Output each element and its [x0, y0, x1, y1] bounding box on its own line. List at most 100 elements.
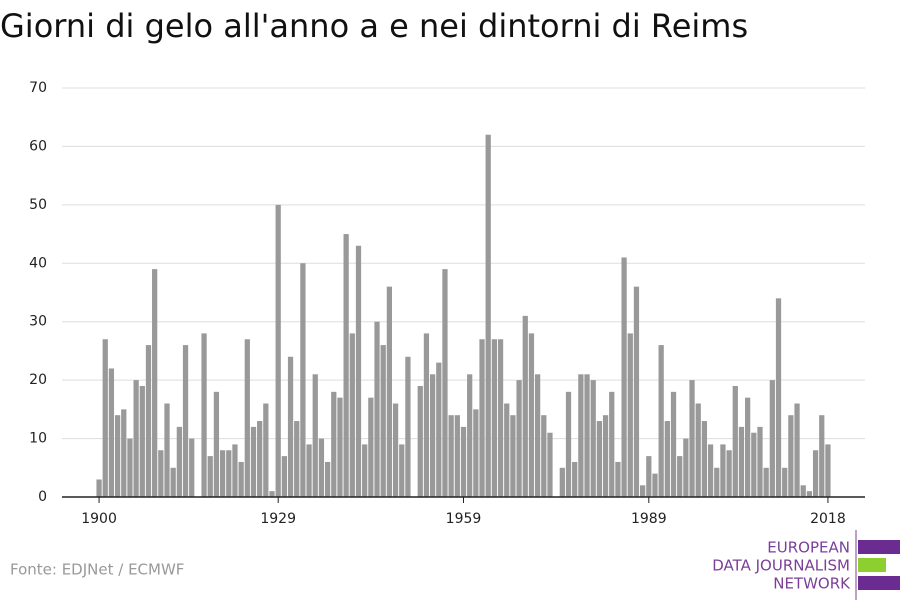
bar — [244, 339, 250, 497]
bar — [287, 356, 294, 497]
bar — [392, 403, 399, 497]
bar — [442, 269, 448, 497]
bar — [491, 339, 498, 497]
bar — [281, 456, 287, 497]
bar — [633, 286, 640, 497]
logo-text: NETWORK — [773, 575, 851, 593]
bar — [429, 374, 436, 497]
x-tick-label: 1900 — [81, 511, 117, 527]
bar — [707, 444, 714, 497]
y-tick-label: 70 — [29, 80, 47, 96]
bar — [405, 356, 411, 497]
x-tick-label: 1929 — [260, 511, 296, 527]
x-tick-label: 1989 — [631, 511, 667, 527]
bar — [96, 479, 102, 497]
bar — [145, 345, 152, 497]
bar — [331, 391, 337, 497]
bar — [763, 467, 769, 497]
bar — [232, 444, 238, 497]
bar — [226, 450, 232, 497]
x-tick-label: 1959 — [446, 511, 482, 527]
bar — [417, 385, 423, 497]
bar — [701, 421, 708, 497]
bar — [528, 333, 535, 497]
bar — [559, 467, 565, 497]
bar — [788, 415, 794, 497]
bar — [473, 409, 479, 497]
bar — [250, 426, 257, 497]
bar — [238, 461, 244, 497]
bar — [819, 415, 825, 497]
y-tick-label: 30 — [29, 314, 47, 330]
bar — [343, 234, 349, 498]
bar — [213, 391, 220, 497]
bar — [485, 134, 491, 497]
bar — [689, 380, 695, 497]
bar — [584, 374, 590, 497]
bar — [386, 286, 393, 497]
bar — [349, 333, 355, 497]
bar — [436, 362, 442, 497]
bar — [207, 456, 213, 497]
bar — [769, 380, 775, 497]
logo-text: EUROPEAN — [767, 539, 850, 557]
y-tick-label: 60 — [29, 138, 47, 154]
bar — [460, 426, 467, 497]
x-tick-label: 2018 — [810, 511, 846, 527]
bar — [504, 403, 510, 497]
bar — [596, 421, 603, 497]
bar — [114, 415, 121, 497]
bar — [534, 374, 541, 497]
bar — [572, 461, 578, 497]
bar — [374, 321, 380, 497]
bar — [380, 345, 386, 497]
bar — [300, 263, 306, 497]
bar — [497, 339, 504, 497]
bar — [602, 415, 609, 497]
bar — [609, 391, 615, 497]
bar — [578, 374, 584, 497]
source: Fonte: EDJNet / ECMWF — [10, 561, 184, 579]
bar — [269, 491, 275, 497]
bar — [182, 345, 189, 497]
y-tick-label: 10 — [29, 431, 47, 447]
bar — [312, 374, 318, 497]
bar — [683, 438, 689, 497]
bar — [318, 438, 325, 497]
logo-bar — [858, 540, 900, 554]
bar — [640, 485, 646, 497]
bar — [467, 374, 473, 497]
bar — [158, 450, 164, 497]
bar — [714, 467, 720, 497]
bar — [745, 397, 751, 497]
bar — [479, 339, 485, 497]
bar — [324, 461, 331, 497]
bar — [658, 345, 664, 497]
bar — [294, 421, 300, 497]
y-tick-label: 50 — [29, 197, 47, 213]
y-tick-label: 40 — [29, 255, 47, 271]
bar — [164, 403, 170, 497]
bar — [720, 444, 726, 497]
bar — [812, 450, 819, 497]
bar — [152, 269, 158, 497]
bar — [775, 298, 782, 497]
bar — [423, 333, 430, 497]
y-tick-label: 0 — [38, 489, 47, 505]
bar — [176, 426, 182, 497]
bar — [510, 415, 516, 497]
bar — [219, 450, 226, 497]
bar — [677, 456, 683, 497]
bar — [522, 315, 528, 497]
logo-text: DATA JOURNALISM — [712, 557, 850, 575]
bar — [726, 450, 732, 497]
bar — [399, 444, 405, 497]
bar — [201, 333, 207, 497]
logo-bar — [858, 576, 900, 590]
bar — [102, 339, 108, 497]
bar — [355, 245, 362, 497]
bar — [652, 473, 658, 497]
bar — [732, 385, 738, 497]
bar — [627, 333, 633, 497]
